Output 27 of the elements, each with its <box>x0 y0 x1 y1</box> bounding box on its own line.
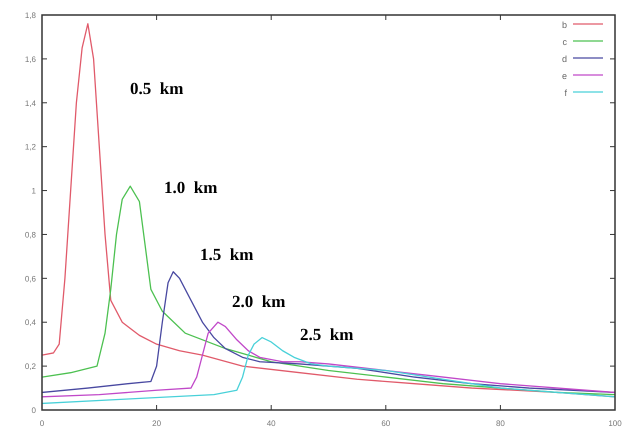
x-tick-label: 60 <box>381 419 391 428</box>
annotation: 1.0 km <box>164 178 218 197</box>
legend-label: f <box>564 88 568 98</box>
y-tick-label: 1,4 <box>24 98 37 108</box>
y-tick-label: 0,4 <box>24 318 37 328</box>
annotation: 2.5 km <box>300 325 354 344</box>
y-tick-label: 0,8 <box>24 230 37 240</box>
x-tick-label: 80 <box>496 419 506 428</box>
x-tick-label: 0 <box>40 419 45 428</box>
annotation: 1.5 km <box>200 245 254 264</box>
x-tick-label: 100 <box>608 419 622 428</box>
y-tick-label: 1,6 <box>24 54 37 64</box>
y-tick-label: 0,6 <box>24 274 37 284</box>
legend-label: d <box>562 54 567 64</box>
y-tick-label: 1,8 <box>24 11 37 20</box>
legend-label: e <box>562 71 567 81</box>
legend-label: b <box>562 20 567 30</box>
line-series <box>41 322 616 398</box>
y-tick-label: 0 <box>32 406 37 415</box>
legend-label: c <box>562 37 568 47</box>
y-tick-label: 1 <box>32 186 37 196</box>
y-tick-label: 0,2 <box>24 362 37 372</box>
x-tick-label: 20 <box>152 419 162 428</box>
annotation: 2.0 km <box>232 292 286 311</box>
y-tick-label: 1,2 <box>24 142 37 152</box>
x-tick-label: 40 <box>266 419 276 428</box>
annotation: 0.5 km <box>130 79 184 98</box>
